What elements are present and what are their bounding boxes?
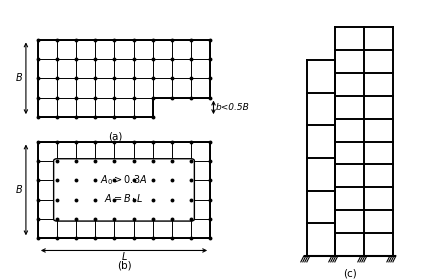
Text: B: B — [16, 185, 23, 195]
Text: B: B — [16, 73, 23, 83]
Text: (b): (b) — [116, 260, 131, 270]
Bar — [38, 142, 210, 238]
Text: (c): (c) — [343, 269, 357, 279]
Text: $A_0>0.3A$: $A_0>0.3A$ — [100, 173, 148, 187]
FancyBboxPatch shape — [54, 159, 194, 221]
Text: b<0.5B: b<0.5B — [216, 103, 249, 112]
Text: $A=B\cdot L$: $A=B\cdot L$ — [104, 192, 144, 204]
Text: L: L — [121, 252, 127, 262]
Text: (a): (a) — [108, 131, 123, 141]
